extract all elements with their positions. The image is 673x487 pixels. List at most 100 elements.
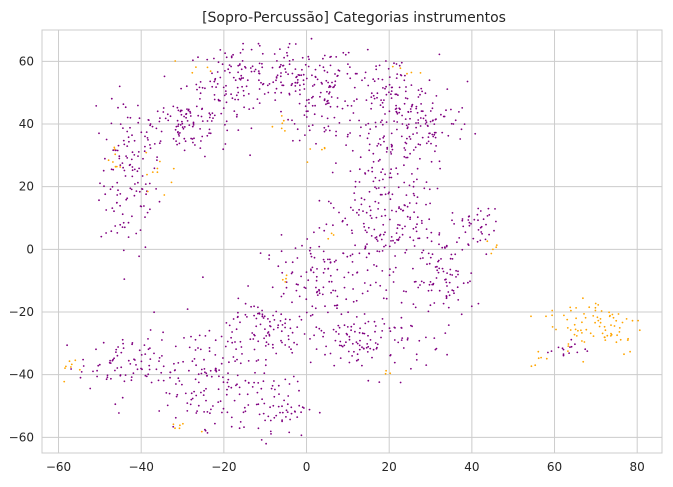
data-point (142, 157, 144, 160)
data-point (310, 268, 312, 271)
data-point (126, 197, 129, 200)
data-point (596, 316, 599, 319)
data-point (231, 97, 234, 100)
data-point (375, 65, 377, 67)
data-point (284, 281, 287, 283)
data-point (284, 326, 286, 329)
data-point (345, 298, 348, 301)
data-point (144, 216, 146, 219)
data-point (347, 51, 350, 54)
data-point (176, 119, 179, 122)
data-point (332, 289, 334, 292)
data-point (336, 268, 339, 271)
data-point (340, 344, 343, 347)
data-point (416, 111, 419, 114)
data-point (242, 42, 245, 45)
data-point (426, 236, 429, 239)
data-point (130, 379, 133, 382)
data-point (610, 324, 612, 326)
data-point (336, 105, 339, 108)
data-point (287, 46, 290, 49)
data-point (328, 280, 331, 283)
data-point (309, 246, 312, 249)
data-point (217, 401, 220, 403)
data-point (396, 128, 398, 131)
data-point (179, 124, 182, 126)
data-point (156, 156, 159, 159)
data-point (389, 198, 392, 201)
data-point (260, 81, 262, 84)
data-point (258, 79, 260, 82)
data-point (381, 78, 384, 81)
data-point (254, 68, 257, 71)
data-point (346, 223, 349, 226)
y-tick-label: 20 (19, 180, 34, 194)
data-point (369, 128, 372, 131)
data-point (412, 149, 415, 151)
data-point (115, 165, 118, 168)
data-point (307, 98, 310, 101)
data-point (356, 342, 359, 345)
data-point (149, 144, 151, 146)
data-point (96, 369, 98, 372)
data-point (383, 99, 385, 101)
data-point (449, 268, 452, 271)
data-point (308, 249, 311, 252)
data-point (381, 250, 384, 252)
data-point (604, 329, 607, 332)
data-point (597, 319, 600, 322)
data-point (448, 294, 451, 297)
data-point (445, 295, 448, 297)
data-point (239, 340, 242, 343)
data-point (353, 100, 355, 102)
data-point (373, 80, 376, 83)
data-point (234, 98, 237, 101)
data-point (282, 292, 285, 295)
data-point (257, 340, 260, 343)
data-point (137, 104, 139, 107)
data-point (370, 107, 372, 110)
data-point (439, 167, 441, 170)
data-point (474, 132, 477, 135)
data-point (222, 86, 225, 89)
x-tick-label: −60 (46, 460, 71, 474)
data-point (379, 158, 381, 161)
y-tick-label: −60 (9, 430, 34, 444)
data-point (409, 117, 411, 120)
data-point (246, 393, 249, 396)
data-point (126, 116, 129, 119)
data-point (438, 243, 440, 246)
data-point (376, 343, 379, 346)
data-point (423, 281, 425, 284)
data-point (300, 318, 303, 321)
data-point (412, 303, 415, 305)
data-point (238, 386, 241, 389)
data-point (477, 229, 480, 231)
data-point (358, 208, 360, 211)
data-point (412, 239, 415, 242)
data-point (114, 225, 117, 227)
data-point (156, 159, 158, 162)
data-point (332, 234, 335, 236)
data-point (367, 169, 370, 172)
data-point (149, 123, 152, 125)
data-point (271, 343, 274, 346)
data-point (288, 431, 291, 434)
data-point (400, 208, 402, 211)
data-point (222, 107, 225, 109)
data-point (213, 98, 216, 101)
data-point (419, 93, 421, 96)
data-point (443, 246, 446, 249)
data-point (200, 430, 203, 433)
data-point (175, 395, 178, 398)
data-point (350, 105, 353, 107)
data-point (112, 161, 114, 163)
data-point (184, 140, 187, 143)
data-point (600, 310, 603, 312)
data-point (425, 121, 428, 124)
data-point (287, 335, 290, 337)
data-point (222, 407, 225, 410)
data-point (367, 226, 370, 229)
data-point (323, 130, 326, 133)
data-point (188, 369, 190, 372)
